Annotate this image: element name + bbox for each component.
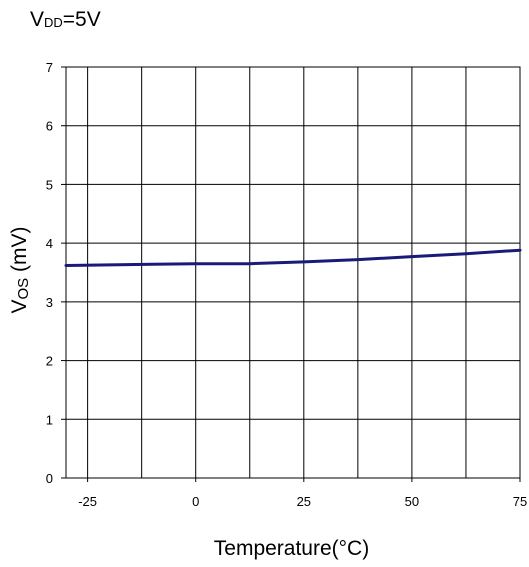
y-tick-label: 6	[46, 119, 53, 134]
y-tick-label: 2	[46, 354, 53, 369]
grid-lines	[66, 67, 520, 478]
y-tick-label: 3	[46, 295, 53, 310]
axis-ticks: 0 1 2 3 4 5 6 7 -25 0 25 50 75	[46, 60, 527, 509]
x-tick-label: -25	[78, 494, 97, 509]
series-line	[64, 248, 522, 267]
y-axis-label: VOS (mV)	[8, 226, 32, 314]
chart-condition-label: VDD=5V	[30, 8, 101, 31]
series-layer	[64, 248, 522, 267]
plot-frame	[65, 66, 521, 479]
y-tick-label: 7	[46, 60, 53, 75]
y-tick-label: 4	[46, 236, 53, 251]
x-tick-label: 0	[192, 494, 199, 509]
x-axis-label: Temperature(°C)	[213, 537, 370, 560]
x-tick-label: 25	[297, 494, 311, 509]
y-tick-label: 1	[46, 412, 53, 427]
x-tick-label: 50	[405, 494, 419, 509]
y-tick-label: 5	[46, 177, 53, 192]
x-tick-label: 75	[513, 494, 527, 509]
y-tick-label: 0	[46, 471, 53, 486]
